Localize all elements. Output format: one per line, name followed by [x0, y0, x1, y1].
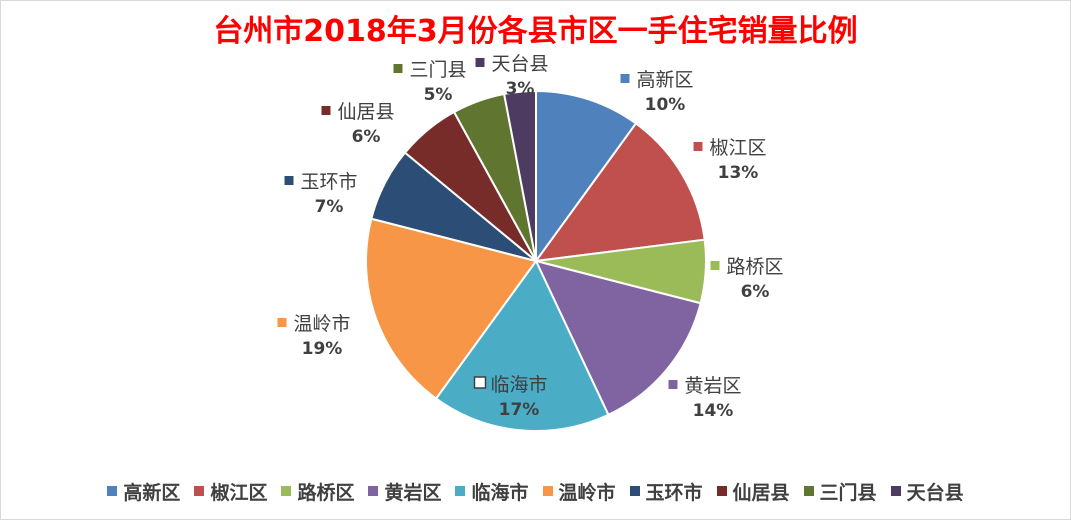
- data-label-7: 玉环市 7%: [284, 171, 358, 217]
- legend-item-9: 三门县: [803, 478, 877, 505]
- legend-swatch-5: [455, 486, 466, 496]
- data-label-key-2: [693, 142, 703, 151]
- data-label-key-5: [473, 376, 487, 389]
- legend-item-7: 玉环市: [629, 478, 703, 505]
- data-label-category-5: 临海市: [490, 374, 547, 396]
- data-label-10: 天台县 3%: [475, 53, 549, 99]
- legend-label-7: 玉环市: [645, 481, 703, 504]
- legend-item-3: 路桥区: [281, 478, 354, 505]
- data-label-value-6: 19%: [302, 339, 343, 359]
- data-label-key-3: [710, 261, 720, 270]
- data-label-5: 临海市 17%: [473, 374, 548, 420]
- legend-item-6: 温岭市: [542, 478, 616, 505]
- legend-swatch-4: [368, 486, 379, 496]
- data-label-value-4: 14%: [693, 401, 734, 421]
- legend-swatch-2: [194, 486, 205, 496]
- chart-legend: 高新区 椒江区 路桥区 黄岩区 临海市 温岭市 玉环市 仙居县 三门县 天台县: [0, 476, 1071, 506]
- data-label-value-9: 5%: [424, 85, 453, 105]
- data-label-value-1: 10%: [645, 95, 686, 115]
- pie-slice-2: [533, 122, 706, 263]
- legend-label-4: 黄岩区: [384, 481, 442, 504]
- data-label-category-10: 天台县: [491, 53, 548, 75]
- legend-swatch-1: [107, 486, 118, 496]
- data-label-value-5: 17%: [499, 400, 540, 420]
- data-label-4: 黄岩区 14%: [668, 375, 742, 421]
- data-label-key-1: [620, 74, 630, 83]
- legend-item-2: 椒江区: [194, 478, 267, 505]
- data-label-value-7: 7%: [315, 197, 344, 217]
- legend-swatch-6: [542, 486, 553, 496]
- data-label-category-8: 仙居县: [337, 101, 394, 123]
- data-label-category-2: 椒江区: [709, 137, 766, 159]
- data-label-category-3: 路桥区: [726, 256, 783, 278]
- legend-item-5: 临海市: [455, 478, 529, 505]
- data-label-value-8: 6%: [352, 127, 381, 147]
- data-label-key-9: [393, 64, 403, 73]
- data-label-8: 仙居县 6%: [321, 101, 395, 147]
- legend-label-9: 三门县: [819, 481, 877, 504]
- pie-slice-10: [502, 89, 537, 262]
- legend-item-10: 天台县: [890, 478, 964, 505]
- data-label-category-1: 高新区: [636, 69, 693, 91]
- data-label-9: 三门县 5%: [393, 59, 467, 105]
- data-label-3: 路桥区 6%: [710, 256, 784, 302]
- data-label-key-8: [321, 106, 331, 115]
- legend-label-6: 温岭市: [558, 481, 616, 504]
- data-label-1: 高新区 10%: [620, 69, 694, 115]
- data-label-key-6: [277, 318, 287, 327]
- legend-item-4: 黄岩区: [368, 478, 441, 505]
- pie-slice-4: [534, 259, 702, 417]
- legend-label-10: 天台县: [906, 481, 964, 504]
- legend-swatch-7: [629, 486, 640, 496]
- legend-swatch-10: [890, 486, 901, 496]
- data-label-value-10: 3%: [506, 79, 535, 99]
- legend-label-2: 椒江区: [210, 481, 268, 504]
- data-label-category-7: 玉环市: [300, 171, 357, 193]
- data-label-key-7: [284, 176, 294, 185]
- legend-swatch-9: [803, 486, 814, 496]
- data-label-key-10: [475, 58, 485, 67]
- data-label-category-6: 温岭市: [293, 313, 350, 335]
- data-label-key-4: [668, 380, 678, 389]
- pie-slice-1: [535, 89, 638, 265]
- legend-label-5: 临海市: [471, 481, 529, 504]
- data-label-category-4: 黄岩区: [684, 375, 741, 397]
- data-label-6: 温岭市 19%: [277, 313, 351, 359]
- legend-label-1: 高新区: [123, 481, 181, 504]
- legend-item-8: 仙居县: [716, 478, 790, 505]
- data-label-value-3: 6%: [741, 282, 770, 302]
- legend-swatch-8: [716, 486, 727, 496]
- data-label-value-2: 13%: [718, 163, 759, 183]
- data-label-category-9: 三门县: [409, 59, 466, 81]
- legend-swatch-3: [281, 486, 292, 496]
- data-label-2: 椒江区 13%: [693, 137, 767, 183]
- chart-title: 台州市2018年3月份各县市区一手住宅销量比例: [213, 14, 858, 49]
- pie-slice-6: [365, 217, 538, 400]
- legend-label-8: 仙居县: [732, 481, 790, 504]
- legend-label-3: 路桥区: [297, 481, 355, 504]
- legend-item-1: 高新区: [107, 478, 180, 505]
